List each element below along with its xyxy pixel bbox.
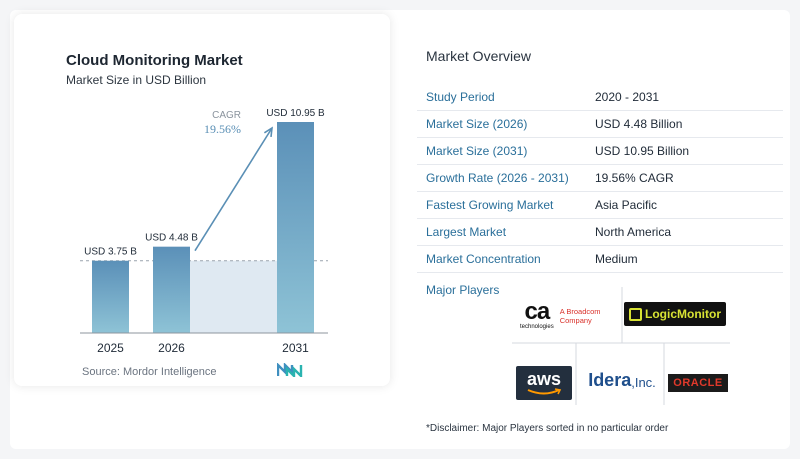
ca-tag: A Broadcom Company: [559, 307, 601, 325]
overview-row: Market Size (2026) USD 4.48 Billion: [417, 111, 783, 138]
row-label: Market Size (2031): [426, 144, 528, 158]
mordor-logo-icon: [277, 363, 303, 377]
overview-row: Largest Market North America: [417, 219, 783, 246]
ca-mark: ca: [524, 298, 551, 325]
idera-logo: Idera ,Inc.: [583, 366, 661, 394]
row-label: Market Size (2026): [426, 117, 528, 131]
value-label-2026: USD 4.48 B: [145, 233, 198, 244]
cagr-arrow-line: [194, 127, 273, 252]
source-line: Source: Mordor Intelligence: [82, 366, 217, 378]
bar-chart: USD 3.75 B 2025 USD 4.48 B 2026 USD 10.95 B 2…: [80, 108, 328, 355]
row-label: Study Period: [426, 90, 495, 104]
tick-label-2026: 2026: [158, 341, 185, 355]
ca-technologies-logo: ca technologies A Broadcom Company: [520, 296, 616, 336]
logicmonitor-logo: LogicMonitor: [624, 302, 726, 326]
row-value: Medium: [595, 252, 638, 266]
overview-row: Market Concentration Medium: [417, 246, 783, 273]
overview-title: Market Overview: [426, 48, 532, 64]
bar-2031: [277, 122, 314, 333]
logicmonitor-icon: [629, 307, 642, 321]
idera-text: Idera: [588, 369, 632, 390]
bar-2026: [153, 246, 190, 333]
disclaimer: *Disclaimer: Major Players sorted in no …: [426, 423, 669, 434]
cagr-value: 19.56%: [204, 122, 241, 136]
aws-logo: aws: [516, 366, 572, 400]
growth-shade: [190, 260, 277, 333]
row-label: Growth Rate (2026 - 2031): [426, 171, 569, 185]
source-label: Source:: [82, 366, 120, 378]
overview-row: Growth Rate (2026 - 2031) 19.56% CAGR: [417, 165, 783, 192]
tick-label-2025: 2025: [97, 341, 124, 355]
row-value: North America: [595, 225, 672, 239]
cagr-arrow-head: [263, 126, 273, 138]
idera-suffix: ,Inc.: [631, 374, 656, 390]
row-value: USD 4.48 Billion: [595, 117, 683, 131]
value-label-2025: USD 3.75 B: [84, 247, 137, 258]
oracle-logo: ORACLE: [668, 374, 728, 392]
cagr-label: CAGR: [212, 110, 241, 121]
chart-subtitle: Market Size in USD Billion: [66, 73, 207, 87]
tick-label-2031: 2031: [282, 341, 309, 355]
row-value: 19.56% CAGR: [595, 171, 674, 185]
row-value: USD 10.95 Billion: [595, 144, 690, 158]
oracle-text: ORACLE: [673, 377, 723, 389]
overview-row: Study Period 2020 - 2031: [417, 84, 783, 111]
overview-row: Market Size (2031) USD 10.95 Billion: [417, 138, 783, 165]
overview-row: Fastest Growing Market Asia Pacific: [417, 192, 783, 219]
row-label: Fastest Growing Market: [426, 198, 554, 212]
aws-smile-icon: [527, 388, 562, 395]
source-name: Mordor Intelligence: [122, 366, 217, 378]
row-value: Asia Pacific: [595, 198, 658, 212]
players-title: Major Players: [426, 283, 500, 297]
row-label: Market Concentration: [426, 252, 541, 266]
value-label-2031: USD 10.95 B: [266, 108, 325, 119]
logicmonitor-text: LogicMonitor: [645, 307, 721, 321]
row-value: 2020 - 2031: [595, 90, 660, 104]
ca-sub: technologies: [520, 324, 554, 330]
chart-title: Cloud Monitoring Market: [66, 52, 243, 69]
bar-2025: [92, 260, 129, 333]
row-label: Largest Market: [426, 225, 507, 239]
aws-text: aws: [526, 369, 562, 389]
overview-table: Study Period 2020 - 2031 Market Size (20…: [417, 84, 783, 273]
